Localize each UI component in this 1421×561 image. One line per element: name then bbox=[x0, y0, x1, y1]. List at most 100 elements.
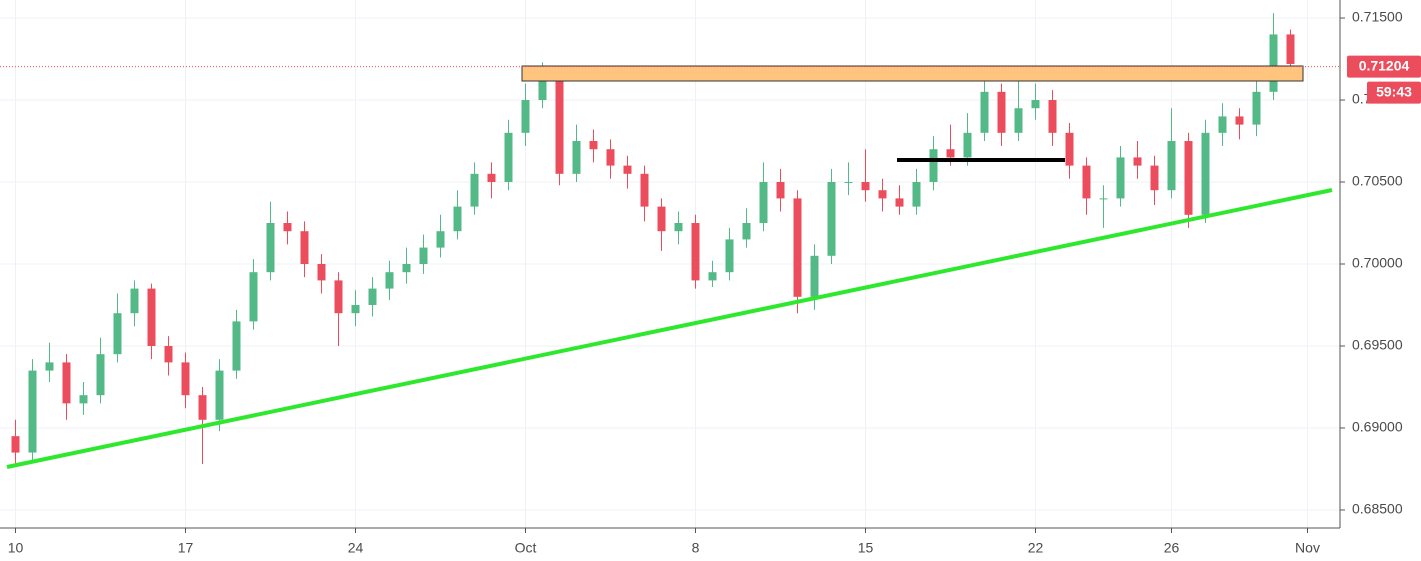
candle-body bbox=[385, 272, 394, 289]
candle-body bbox=[674, 223, 683, 232]
candle-body bbox=[436, 231, 445, 248]
candle-body bbox=[28, 370, 37, 453]
candle-body bbox=[1235, 116, 1244, 125]
candle-body bbox=[113, 313, 122, 355]
candle-body bbox=[232, 321, 241, 371]
candle-body bbox=[215, 370, 224, 420]
candle-body bbox=[351, 304, 360, 314]
candle-body bbox=[487, 173, 496, 183]
candle-body bbox=[164, 345, 173, 363]
x-tick-label: Oct bbox=[515, 540, 537, 556]
candle-body bbox=[300, 231, 309, 264]
candle-body bbox=[1116, 157, 1125, 199]
candle-body bbox=[1014, 108, 1023, 133]
candle-body bbox=[453, 206, 462, 232]
trend-line bbox=[6, 188, 1333, 469]
candle-body bbox=[776, 182, 785, 199]
candle-body bbox=[793, 198, 802, 297]
candle-body bbox=[963, 132, 972, 158]
y-tick-label: 0.69500 bbox=[1352, 337, 1403, 353]
candle-body bbox=[1048, 100, 1057, 133]
candle-body bbox=[11, 436, 20, 453]
candle-body bbox=[368, 288, 377, 305]
candles bbox=[11, 13, 1295, 465]
x-tick-label: 24 bbox=[348, 540, 364, 556]
y-tick-label: 0.69000 bbox=[1352, 419, 1403, 435]
candle-body bbox=[1218, 116, 1227, 133]
candle-body bbox=[861, 182, 870, 191]
countdown-box bbox=[1367, 81, 1421, 104]
x-tick-label: 8 bbox=[692, 540, 700, 556]
candle-body bbox=[402, 264, 411, 273]
candle-body bbox=[980, 91, 989, 133]
candle-body bbox=[929, 149, 938, 183]
candle-body bbox=[878, 190, 887, 199]
candle-body bbox=[640, 173, 649, 207]
candle-body bbox=[1150, 165, 1159, 191]
candle-body bbox=[1286, 34, 1295, 64]
candle-body bbox=[538, 75, 547, 101]
candle-body bbox=[283, 223, 292, 232]
candle-body bbox=[912, 182, 921, 207]
candle-body bbox=[895, 198, 904, 207]
candle-body bbox=[742, 223, 751, 240]
candle-body bbox=[45, 362, 54, 371]
candle-body bbox=[198, 395, 207, 420]
candle-body bbox=[130, 288, 139, 314]
x-tick-label: 17 bbox=[178, 540, 194, 556]
candle-body bbox=[1099, 198, 1108, 200]
candle-body bbox=[181, 362, 190, 396]
current-price-box bbox=[1347, 55, 1421, 78]
candle-body bbox=[317, 264, 326, 281]
candle-body bbox=[589, 141, 598, 150]
candle-body bbox=[504, 132, 513, 183]
candle-body bbox=[725, 239, 734, 273]
current-price-label: 0.71204 bbox=[1359, 57, 1410, 73]
candle-body bbox=[623, 165, 632, 174]
x-tick-label: 22 bbox=[1028, 540, 1044, 556]
candle-body bbox=[555, 75, 564, 174]
candle-body bbox=[1184, 141, 1193, 215]
candle-body bbox=[1082, 165, 1091, 199]
candle-body bbox=[810, 255, 819, 297]
y-tick-label: 0.71500 bbox=[1352, 9, 1403, 25]
candle-body bbox=[606, 149, 615, 166]
y-tick-label: 0.70000 bbox=[1352, 255, 1403, 271]
axes: 0.685000.690000.695000.700000.705000.710… bbox=[8, 9, 1403, 556]
candle-body bbox=[997, 91, 1006, 133]
y-tick-label: 0.68500 bbox=[1352, 501, 1403, 517]
candle-body bbox=[1031, 100, 1040, 109]
candle-body bbox=[1252, 91, 1261, 125]
candle-body bbox=[844, 182, 853, 184]
y-tick-label: 0.70500 bbox=[1352, 173, 1403, 189]
candle-body bbox=[249, 272, 258, 322]
x-tick-label: 10 bbox=[8, 540, 24, 556]
candle-body bbox=[946, 149, 955, 158]
candle-body bbox=[657, 206, 666, 232]
candle-body bbox=[1065, 132, 1074, 166]
x-tick-label: Nov bbox=[1295, 540, 1320, 556]
x-tick-label: 26 bbox=[1164, 540, 1180, 556]
resistance-zone bbox=[521, 65, 1304, 82]
candle-body bbox=[470, 173, 479, 207]
candle-body bbox=[708, 272, 717, 281]
candle-body bbox=[79, 395, 88, 404]
candle-body bbox=[419, 247, 428, 264]
candle-body bbox=[827, 182, 836, 256]
candle-body bbox=[572, 141, 581, 174]
candle-body bbox=[1133, 157, 1142, 166]
candle-body bbox=[96, 354, 105, 396]
candle-body bbox=[62, 362, 71, 404]
candle-body bbox=[266, 223, 275, 273]
candle-body bbox=[521, 100, 530, 133]
countdown-label: 59:43 bbox=[1376, 83, 1412, 99]
candle-body bbox=[1167, 141, 1176, 191]
candle-body bbox=[759, 182, 768, 224]
candle-body bbox=[334, 280, 343, 314]
candle-body bbox=[1201, 132, 1210, 215]
candle-body bbox=[1269, 34, 1278, 92]
x-tick-label: 15 bbox=[858, 540, 874, 556]
candle-body bbox=[147, 288, 156, 346]
